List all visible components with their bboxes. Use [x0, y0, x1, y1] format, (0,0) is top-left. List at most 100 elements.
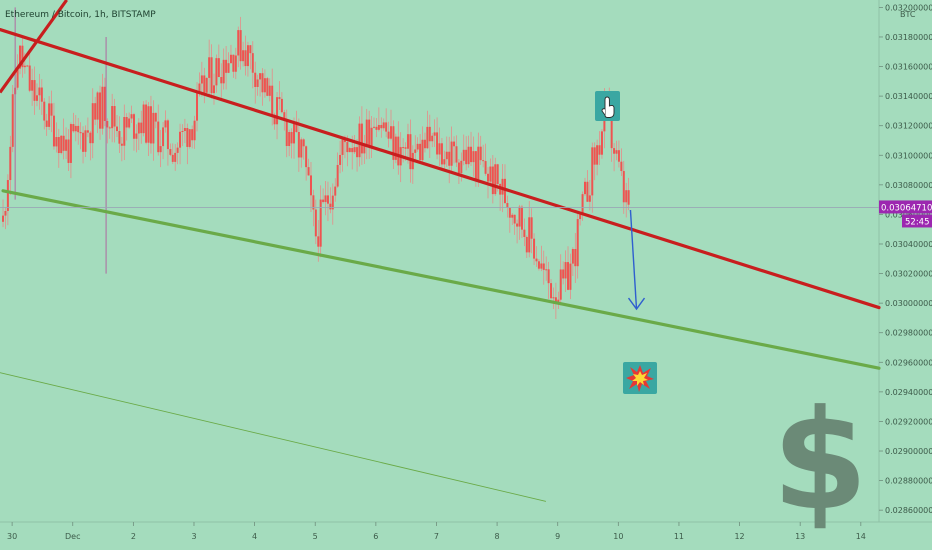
candle-body — [550, 283, 553, 299]
trendlines-layer[interactable] — [0, 0, 881, 502]
candle-body — [33, 80, 36, 101]
candle-body — [375, 126, 378, 130]
candle-body — [249, 45, 252, 54]
candle-body — [617, 150, 620, 162]
candle-body — [491, 166, 494, 195]
candle-body — [154, 112, 157, 122]
candle-body — [91, 103, 94, 144]
candle-body — [489, 166, 492, 182]
pointing-down-hand-icon[interactable] — [595, 91, 620, 121]
collision-burst-icon[interactable] — [623, 362, 657, 394]
candle-body — [460, 160, 463, 174]
candle-body — [455, 146, 458, 163]
candle-body — [169, 149, 172, 155]
candle-body — [484, 161, 487, 174]
candle-body — [94, 103, 97, 120]
candle-body — [613, 148, 616, 154]
lower-channel-line — [0, 372, 547, 502]
candle-body — [309, 175, 312, 196]
candle-body — [273, 114, 276, 125]
candle-body — [567, 262, 570, 290]
candle-body — [31, 80, 34, 91]
symbol-title[interactable]: Ethereum / Bitcoin, 1h, BITSTAMP — [5, 10, 156, 20]
price-tick-label: 0.03020000 — [885, 270, 932, 279]
candle-body — [593, 147, 596, 165]
candle-body — [562, 269, 565, 279]
candle-body — [358, 123, 361, 158]
candle-body — [215, 58, 218, 86]
candle-body — [186, 127, 189, 147]
candle-body — [6, 180, 9, 211]
candle-body — [72, 124, 75, 132]
candle-body — [256, 79, 259, 87]
candle-body — [266, 78, 269, 96]
time-tick-label: 3 — [191, 532, 196, 541]
candle-body — [486, 173, 489, 182]
candle-body — [45, 120, 48, 127]
candle-body — [610, 109, 613, 149]
candle-body — [501, 178, 504, 195]
price-tick-label: 0.02960000 — [885, 358, 932, 367]
candle-body — [62, 135, 65, 151]
candle-body — [579, 214, 582, 220]
resistance-crossing-line — [0, 0, 68, 94]
candle-body — [297, 132, 300, 158]
candle-body — [547, 269, 550, 284]
candle-body — [511, 214, 514, 218]
time-scale[interactable]: 30 Dec 2 3 4 5 6 7 8 9 10 11 12 13 14 — [7, 522, 866, 541]
candle-body — [443, 159, 446, 165]
candle-body — [4, 210, 7, 216]
candle-body — [74, 125, 77, 132]
candle-body — [220, 77, 223, 84]
candle-body — [307, 167, 310, 176]
candle-body — [591, 147, 594, 196]
candle-body — [176, 147, 179, 153]
candle-body — [99, 92, 102, 129]
candle-body — [518, 206, 521, 227]
candle-body — [35, 95, 38, 101]
candle-body — [50, 103, 53, 116]
candle-body — [615, 150, 618, 154]
candle-body — [208, 57, 211, 78]
candle-body — [57, 137, 60, 154]
candle-body — [183, 127, 186, 131]
candle-body — [448, 151, 451, 166]
candle-body — [506, 203, 509, 209]
candle-body — [125, 117, 128, 128]
candle-body — [103, 86, 106, 122]
candle-body — [159, 146, 162, 153]
candle-body — [394, 136, 397, 160]
time-tick-label: 13 — [795, 532, 805, 541]
candle-body — [23, 65, 26, 68]
candle-body — [26, 65, 29, 67]
candle-body — [428, 126, 431, 142]
candle-body — [263, 78, 266, 93]
candle-body — [261, 73, 264, 93]
candle-body — [406, 134, 409, 149]
candle-body — [380, 124, 383, 129]
candle-body — [254, 72, 257, 87]
candle-body — [431, 135, 434, 142]
candle-body — [377, 124, 380, 130]
candle-body — [147, 106, 150, 143]
candle-body — [390, 126, 393, 139]
candle-body — [198, 83, 201, 93]
candle-body — [48, 103, 51, 127]
dollar-sign-icon: $ — [772, 380, 868, 541]
candle-body — [346, 142, 349, 153]
candle-body — [232, 54, 235, 72]
price-tick-label: 0.03000000 — [885, 299, 932, 308]
candle-body — [210, 57, 213, 94]
candle-body — [200, 75, 203, 84]
candle-body — [285, 119, 288, 147]
time-tick-label: 12 — [734, 532, 744, 541]
price-tick-label: 0.03120000 — [885, 122, 932, 131]
candle-body — [545, 269, 548, 271]
time-tick-label: 7 — [434, 532, 439, 541]
candle-body — [111, 106, 114, 129]
candle-body — [523, 229, 526, 237]
candle-body — [40, 87, 43, 102]
candle-body — [135, 133, 138, 139]
candle-body — [89, 132, 92, 144]
